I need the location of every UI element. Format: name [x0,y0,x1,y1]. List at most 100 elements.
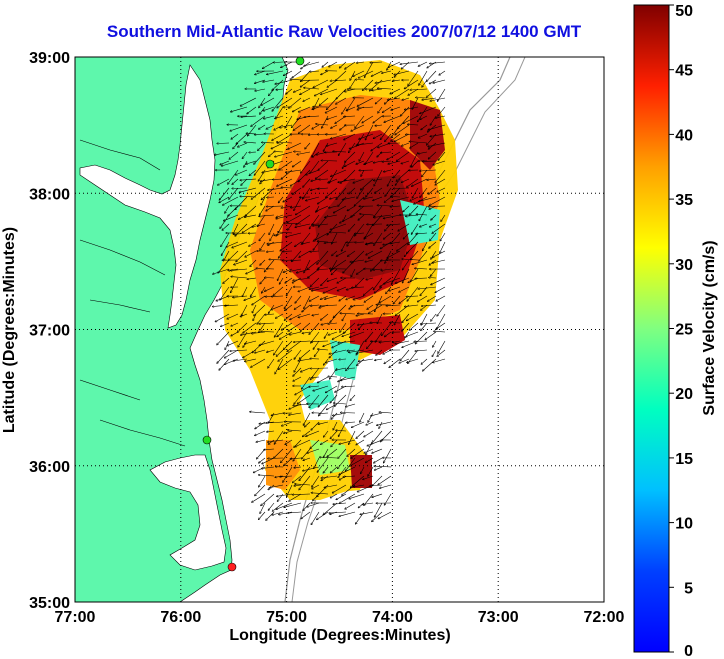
velocity-arrow [404,304,419,307]
velocity-arrow [384,448,392,463]
velocity-arrow [323,466,329,473]
velocity-arrow [337,286,347,291]
velocity-arrow [428,187,437,194]
velocity-arrow [327,97,338,110]
velocity-arrow [288,223,293,230]
velocity-arrow [341,241,347,251]
velocity-arrow [402,97,410,100]
velocity-arrow [218,178,230,185]
velocity-arrow [420,170,437,171]
velocity-arrow [421,323,437,324]
y-tick-label: 37:00 [29,323,70,340]
velocity-arrow [358,358,374,361]
velocity-arrow [437,187,446,192]
velocity-arrow [255,349,266,353]
velocity-arrow [250,412,266,414]
velocity-arrow [419,250,428,261]
velocity-arrow [261,466,275,469]
velocity-arrow [274,232,284,236]
velocity-arrow [332,484,347,493]
y-axis-label: Latitude (Degrees:Minutes) [1,227,18,433]
velocity-arrow [280,476,293,477]
velocity-arrow [312,484,320,489]
velocity-arrow [292,115,302,127]
velocity-arrow [220,286,230,300]
velocity-arrow [290,79,302,80]
velocity-arrow [410,205,419,215]
velocity-arrow [403,232,410,239]
colorbar-tick-label: 30 [675,257,693,274]
velocity-arrow [303,178,311,187]
velocity-arrow [429,241,437,248]
pamlico-sound [149,454,227,571]
velocity-arrow [402,178,410,182]
velocity-arrow [294,88,302,92]
velocity-arrow [313,493,320,501]
velocity-arrow [331,439,338,447]
velocity-arrow [338,457,347,469]
velocity-arrow [350,394,356,400]
velocity-arrow [228,169,239,184]
colorbar-tick-label: 40 [675,127,693,144]
velocity-arrow [331,268,338,275]
velocity-arrow [292,494,311,495]
velocity-arrow [277,493,293,496]
velocity-arrow [371,412,383,416]
velocity-arrow [390,88,401,94]
velocity-arrow [402,313,410,323]
velocity-arrow [293,475,302,483]
velocity-arrow [421,124,428,130]
velocity-arrow [329,349,338,358]
velocity-arrow [311,493,329,495]
velocity-arrow [360,214,374,216]
velocity-arrow [372,88,383,90]
velocity-arrow [246,268,257,274]
velocity-arrow [295,385,311,395]
velocity-arrow [274,322,284,337]
velocity-arrow [305,142,311,149]
velocity-arrow [284,70,293,76]
velocity-arrow [289,331,302,335]
velocity-arrow [252,223,266,227]
velocity-arrow [327,115,338,119]
velocity-arrow [221,322,230,327]
velocity-arrow [250,286,257,297]
velocity-arrow [251,358,266,367]
velocity-arrow [412,160,419,167]
velocity-arrow [257,313,266,324]
velocity-arrow [293,448,302,461]
velocity-arrow [368,250,383,258]
velocity-arrow [396,169,410,181]
velocity-arrow [290,313,302,320]
velocity-arrow [274,430,284,444]
velocity-arrow [428,142,446,147]
velocity-arrow [287,214,302,223]
velocity-arrow [294,152,302,153]
velocity-arrow [232,188,248,189]
velocity-arrow [263,79,275,82]
velocity-arrow [364,430,374,437]
velocity-arrow [291,260,302,261]
velocity-arrow [284,430,293,433]
velocity-arrow [242,151,248,159]
velocity-arrow [330,493,338,498]
velocity-arrow [267,70,284,74]
velocity-arrow [275,115,284,119]
velocity-arrow [318,376,329,383]
velocity-arrow [264,115,275,119]
velocity-arrow [268,358,275,368]
velocity-arrow [323,286,338,293]
velocity-arrow [289,493,302,501]
velocity-arrow [391,197,401,198]
velocity-arrow [393,295,401,304]
velocity-arrow [374,466,392,467]
velocity-arrow [421,304,437,306]
velocity-arrow [363,79,374,90]
velocity-arrow [377,205,392,206]
velocity-arrow [309,386,320,387]
velocity-arrow [331,133,347,139]
velocity-arrow [352,421,365,427]
velocity-arrow [294,340,311,342]
velocity-arrow [336,367,347,370]
velocity-arrow [419,205,428,221]
